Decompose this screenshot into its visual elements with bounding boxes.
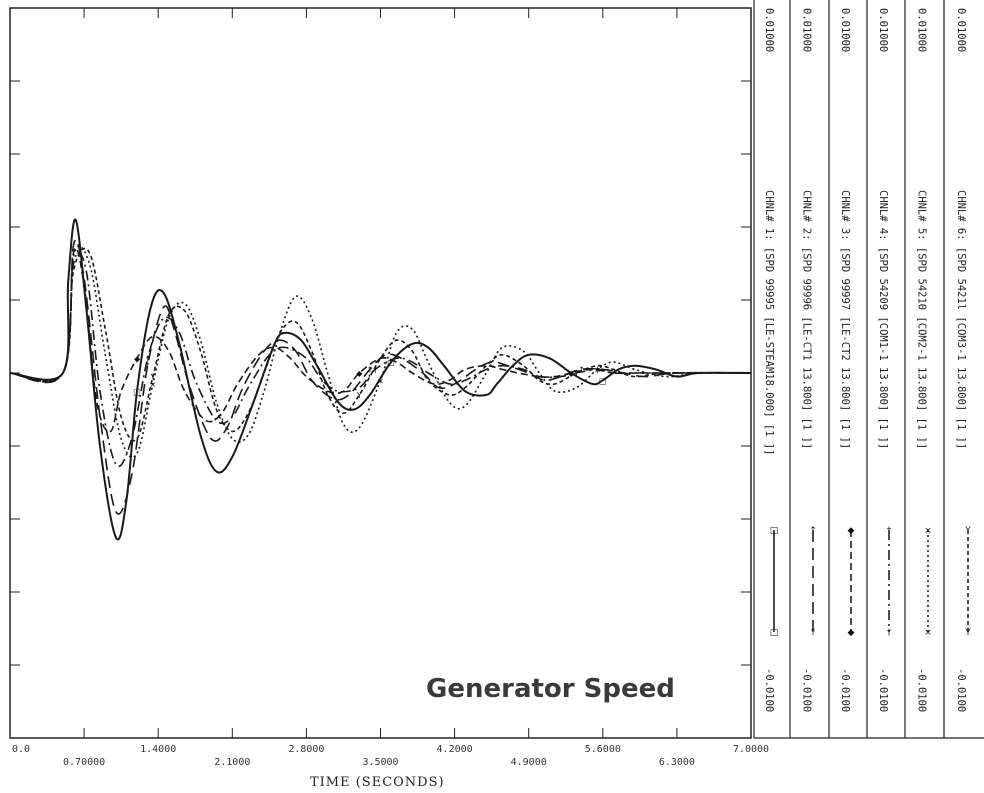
legend-sample-marker: Y bbox=[964, 526, 971, 536]
x-tick-label: 4.9000 bbox=[511, 757, 547, 768]
series-marker-5: × bbox=[150, 380, 157, 389]
series-marker-5: × bbox=[377, 376, 384, 385]
series-marker-2: ↑ bbox=[144, 362, 151, 371]
series-line-5 bbox=[9, 245, 752, 458]
x-tick-label: 5.6000 bbox=[585, 744, 621, 755]
legend-series-name: CHNL# 1: [SPD 99995 [LE-STEAM18.000] [1 … bbox=[763, 190, 775, 456]
series-line-6 bbox=[9, 247, 752, 442]
legend-min-label: -0.0100 bbox=[839, 668, 851, 712]
x-tick-label: 0.0 bbox=[12, 744, 30, 755]
legend-max-label: 0.01000 bbox=[916, 8, 928, 52]
x-tick-label: 7.0000 bbox=[733, 744, 769, 755]
plot-series: □□□↑ ↑ ↑◆◆ ◆†† †× ××YYY bbox=[9, 218, 752, 541]
legend-sample-marker: ↑ bbox=[809, 628, 817, 638]
series-line-3 bbox=[9, 247, 751, 433]
legend-max-label: 0.01000 bbox=[839, 8, 851, 52]
legend-max-label: 0.01000 bbox=[877, 8, 889, 52]
x-axis-label: TIME (SECONDS) bbox=[310, 775, 445, 790]
legend-min-label: -0.0100 bbox=[801, 668, 813, 712]
legend-sample-marker: † bbox=[887, 628, 892, 638]
series-marker-3: ◆ bbox=[134, 354, 141, 363]
legend-sample-marker: ↑ bbox=[809, 526, 817, 536]
series-marker-1: □ bbox=[599, 376, 607, 385]
legend-min-label: -0.0100 bbox=[955, 668, 967, 712]
legend-sample-marker: † bbox=[887, 526, 892, 536]
legend-max-label: 0.01000 bbox=[763, 8, 775, 52]
x-tick-label: 4.2000 bbox=[437, 744, 473, 755]
x-tick-label: 3.5000 bbox=[362, 757, 398, 768]
x-tick-label: 2.1000 bbox=[214, 757, 250, 768]
x-tick-label: 2.8000 bbox=[288, 744, 324, 755]
legend-sample-marker: ◆ bbox=[848, 628, 855, 638]
legend-min-label: -0.0100 bbox=[763, 668, 775, 712]
series-marker-1: □ bbox=[387, 358, 395, 367]
legend-series-name: CHNL# 2: [SPD 99996 [LE-CT1 13.800] [1 ]… bbox=[801, 190, 813, 449]
series-marker-3: ◆ bbox=[356, 369, 363, 378]
series-marker-6: Y bbox=[356, 391, 362, 400]
legend-sample-marker: □ bbox=[770, 628, 779, 638]
series-marker-5: × bbox=[594, 365, 601, 374]
plot-axes: 0.0 0.70000 1.4000 2.1000 2.8000 3.5000 4.2000… bbox=[9, 7, 769, 768]
legend-sample-marker: × bbox=[924, 526, 932, 536]
x-tick-label: 6.3000 bbox=[659, 757, 695, 768]
legend-series-name: CHNL# 5: [SPD 54210 [COM2-1 13.800] [1 ]… bbox=[916, 190, 928, 449]
series-line-2 bbox=[9, 238, 752, 515]
legend-series-name: CHNL# 6: [SPD 5421l [COM3-1 13.800] [1 ]… bbox=[955, 190, 967, 449]
legend-min-label: -0.0100 bbox=[916, 668, 928, 712]
series-marker-4: † bbox=[373, 365, 377, 374]
series-line-4 bbox=[9, 251, 751, 467]
legend-sample-marker: × bbox=[924, 628, 932, 638]
x-tick-label: 0.70000 bbox=[63, 757, 105, 768]
legend-sample-marker: ◆ bbox=[848, 526, 855, 536]
legend-max-label: 0.01000 bbox=[955, 8, 967, 52]
series-marker-6: Y bbox=[573, 369, 579, 378]
legend-sample-marker: □ bbox=[770, 526, 779, 536]
x-tick-label: 1.4000 bbox=[140, 744, 176, 755]
legend-series-name: CHNL# 3: [SPD 99997 [LE-CT2 13.800] [1 ]… bbox=[839, 190, 851, 449]
series-marker-1: □ bbox=[133, 387, 141, 396]
legend-series-name: CHNL# 4: [SPD 54209 [COM1-1 13.800] [1 ]… bbox=[877, 190, 889, 449]
series-marker-2: ↑ bbox=[367, 365, 374, 374]
chart-title: Generator Speed bbox=[426, 674, 675, 704]
series-marker-6: Y bbox=[149, 373, 155, 382]
legend-sample-marker: Y bbox=[964, 628, 971, 638]
series-marker-4: † bbox=[146, 354, 150, 363]
legend-max-label: 0.01000 bbox=[801, 8, 813, 52]
series-marker-2: ↑ bbox=[578, 365, 585, 374]
legend-min-label: -0.0100 bbox=[877, 668, 889, 712]
legend: 0.01000 CHNL# 1: [SPD 99995 [LE-STEAM18.0… bbox=[753, 0, 984, 739]
